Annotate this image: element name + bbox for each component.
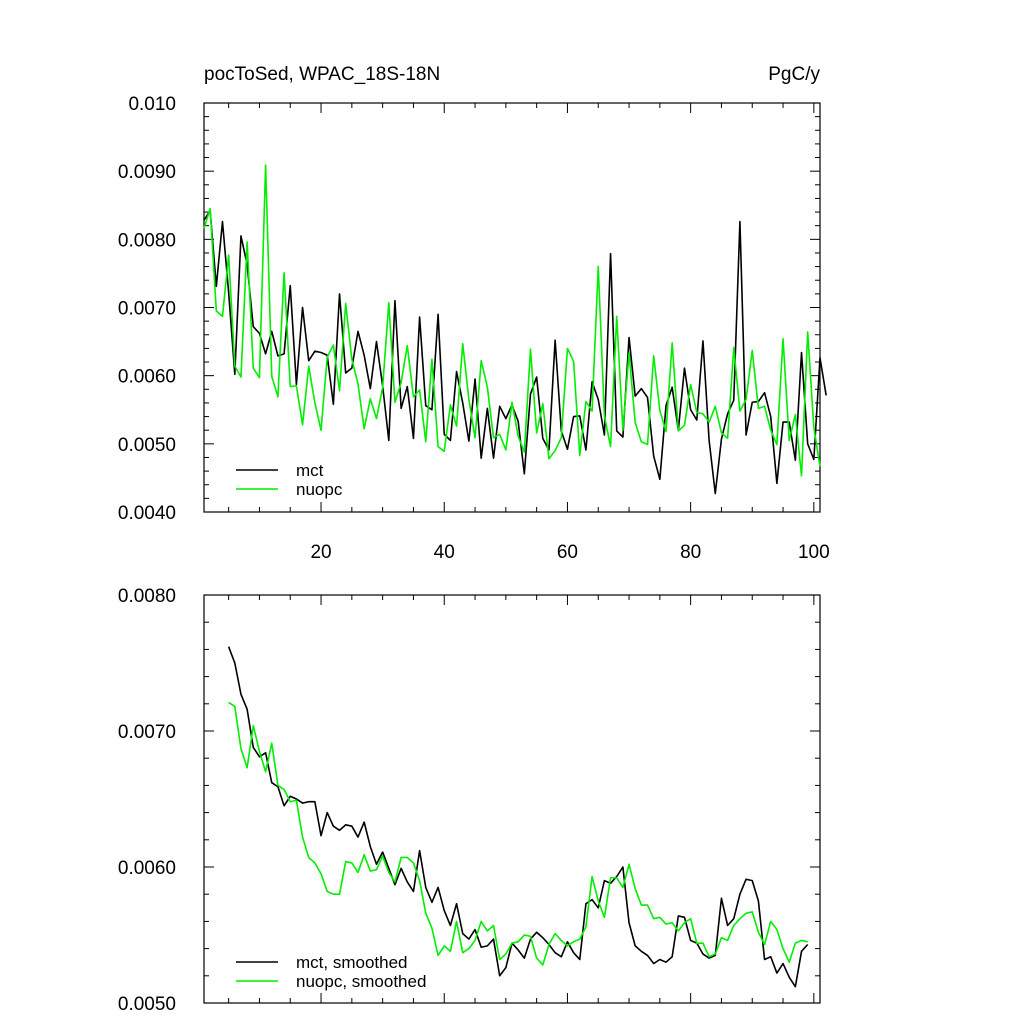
plot-frame: [203, 594, 821, 1004]
y-tick-label: 0.0090: [118, 162, 176, 183]
y-tick-label: 0.0040: [118, 503, 176, 524]
x-tick-label: 100: [798, 542, 830, 563]
top-plot-panel: 0.0040 0.0050 0.0060 0.0070 0.0080 0.0090 0.01…: [118, 94, 830, 563]
x-tick-label: 80: [680, 542, 701, 563]
series-line-nuopc: [228, 701, 808, 966]
chart-title: pocToSed, WPAC_18S-18N: [204, 64, 440, 85]
y-tick-label: 0.010: [128, 94, 176, 115]
legend-label: nuopc: [296, 480, 343, 499]
axis-ticks: [204, 594, 820, 1004]
y-tick-label: 0.0070: [118, 722, 176, 743]
chart-units: PgC/y: [768, 64, 820, 85]
axis-ticks: [204, 102, 820, 513]
y-tick-label: 0.0060: [118, 858, 176, 879]
x-tick-label: 40: [434, 542, 455, 563]
y-tick-label: 0.0050: [118, 435, 176, 456]
y-tick-label: 0.0070: [118, 299, 176, 320]
legend-label: nuopc, smoothed: [296, 972, 426, 991]
y-tick-label: 0.0060: [118, 367, 176, 388]
bottom-plot-panel: 0.0050 0.0060 0.0070 0.0080 mct, smoothednuo…: [118, 586, 821, 1015]
x-tick-label: 60: [557, 542, 578, 563]
legend-label: mct: [296, 461, 324, 480]
legend-label: mct, smoothed: [296, 953, 408, 972]
x-tick-label: 20: [310, 542, 331, 563]
y-tick-label: 0.0080: [118, 230, 176, 251]
y-tick-label: 0.0080: [118, 586, 176, 607]
series-line-mct: [227, 646, 809, 988]
y-tick-label: 0.0050: [118, 994, 176, 1015]
series-line-nuopc: [203, 164, 821, 477]
